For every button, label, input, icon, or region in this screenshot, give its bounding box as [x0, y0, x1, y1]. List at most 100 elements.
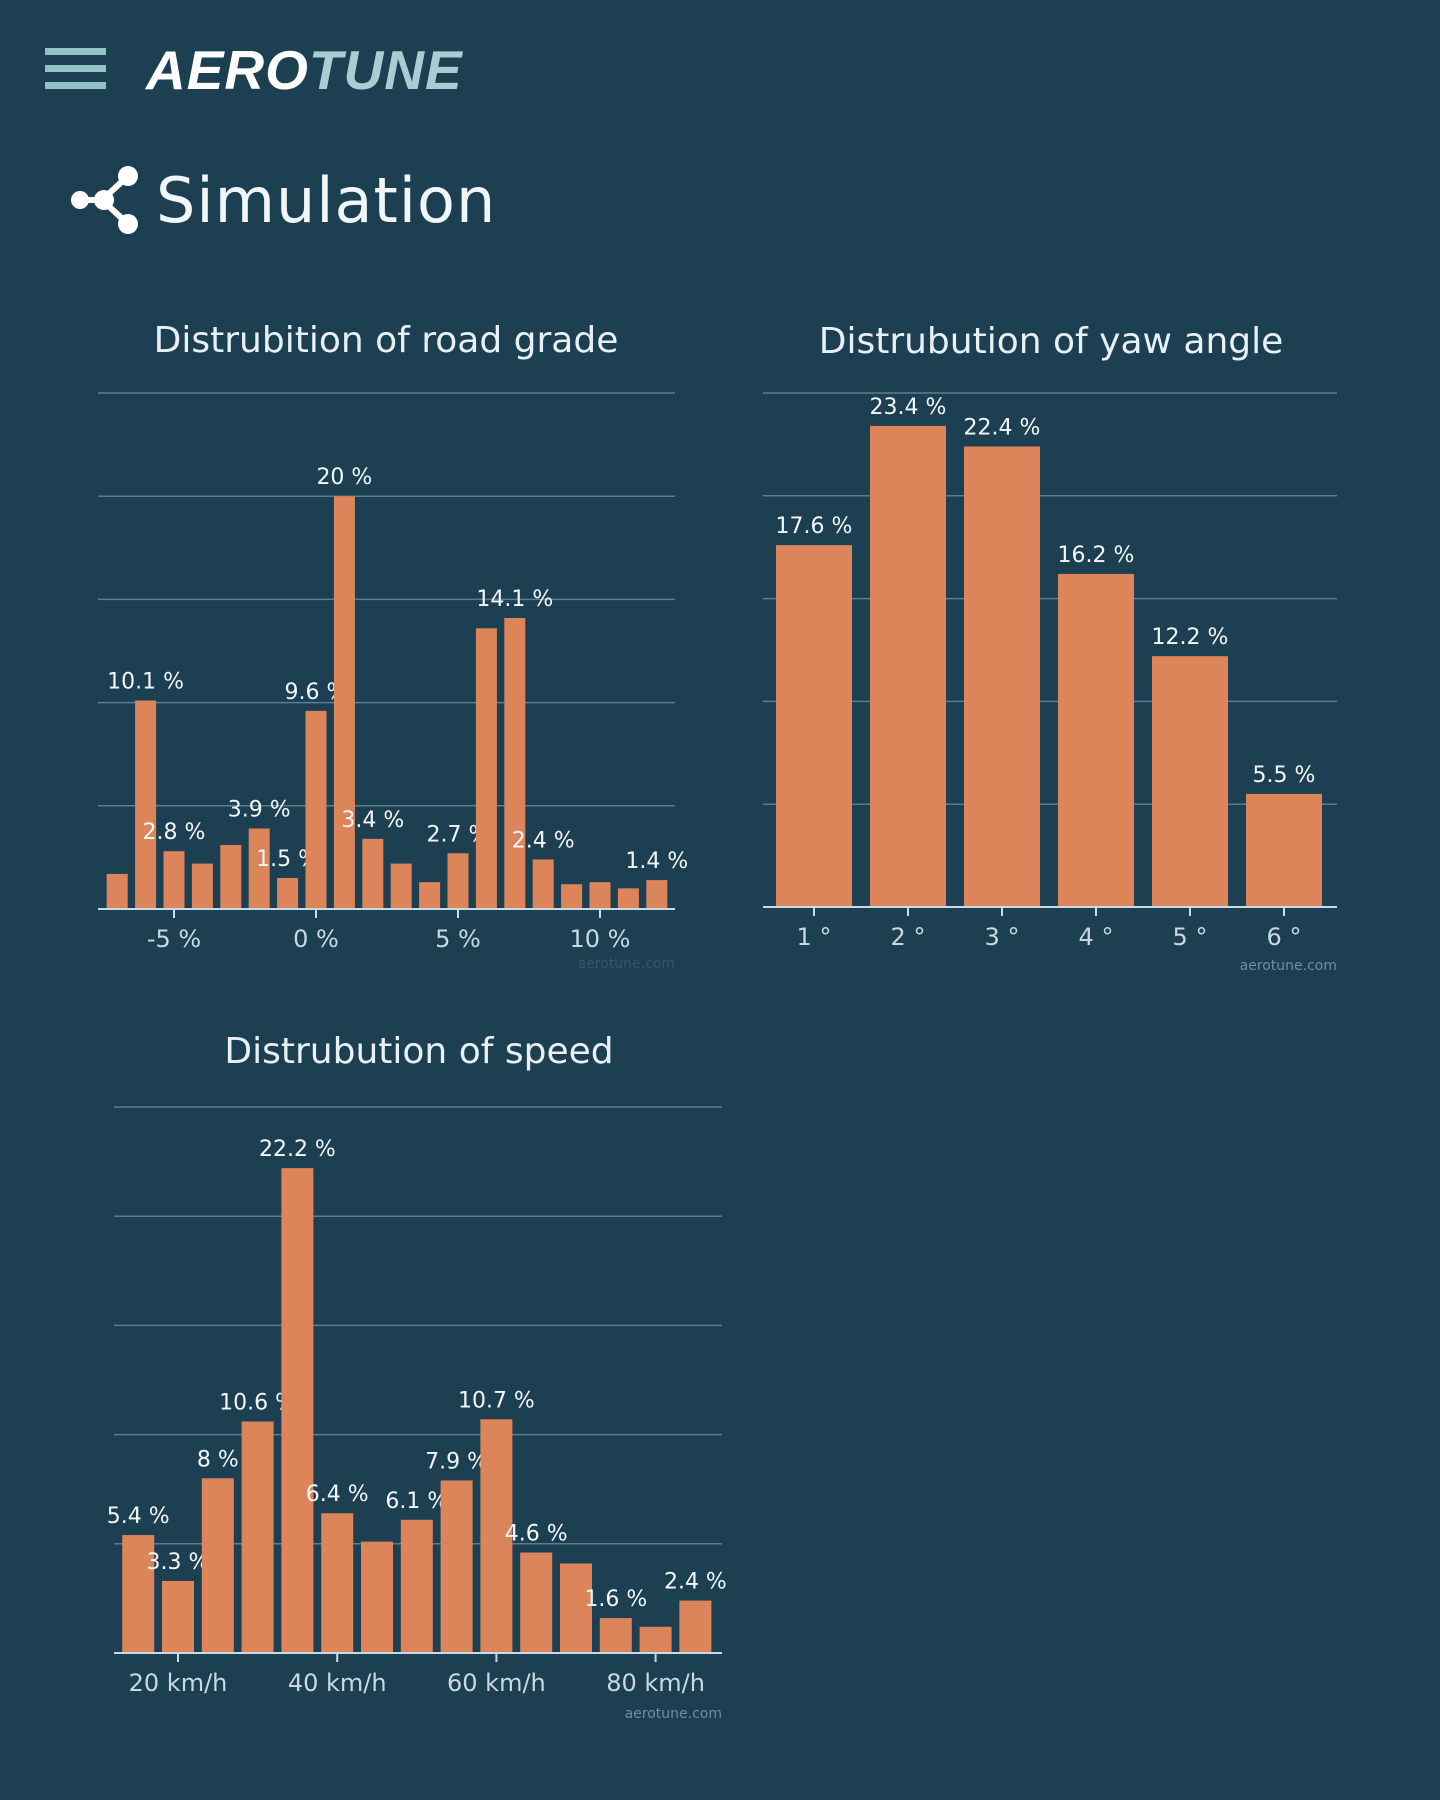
bar [122, 1535, 155, 1653]
data-label: 3.9 % [228, 798, 291, 823]
menu-button[interactable] [45, 48, 106, 90]
bar [333, 496, 355, 909]
x-tick-label: 5 % [435, 925, 481, 953]
bar [1246, 793, 1322, 907]
hamburger-icon-line [45, 48, 106, 55]
bar [241, 1421, 274, 1653]
bar [201, 1478, 234, 1653]
data-label: 20 % [316, 465, 372, 490]
chart-title: Distrubution of speed [224, 1031, 613, 1072]
bar [617, 888, 639, 909]
x-tick-label: 20 km/h [129, 1669, 228, 1697]
bar [776, 545, 852, 907]
x-tick-label: 0 % [293, 925, 339, 953]
data-label: 2.8 % [143, 820, 206, 845]
data-label: 17.6 % [776, 514, 853, 539]
data-label: 2.4 % [512, 828, 575, 853]
bar [504, 617, 526, 909]
bar [419, 882, 441, 909]
data-label: 14.1 % [476, 587, 553, 612]
bar [400, 1519, 433, 1653]
watermark: aerotune.com [625, 1706, 722, 1722]
bar [679, 1600, 712, 1653]
logo-text-tune: TUNE [308, 39, 463, 101]
watermark: aerotune.com [578, 956, 675, 972]
data-label: 1.4 % [625, 849, 688, 874]
bar [305, 710, 327, 909]
bar [646, 880, 668, 909]
x-tick-label: 6 ° [1267, 923, 1302, 951]
data-label: 8 % [197, 1447, 239, 1472]
bar [390, 863, 412, 909]
bar [447, 853, 469, 909]
data-label: 2.4 % [664, 1570, 727, 1595]
x-tick-label: 40 km/h [288, 1669, 387, 1697]
bar [135, 700, 157, 909]
data-label: 6.1 % [385, 1489, 448, 1514]
x-tick-label: 4 ° [1079, 923, 1114, 951]
data-label: 23.4 % [870, 395, 947, 420]
data-label: 5.4 % [107, 1504, 170, 1529]
bar [639, 1626, 672, 1653]
data-label: 10.1 % [107, 670, 184, 695]
data-label: 16.2 % [1058, 543, 1135, 568]
road-grade-chart: Distrubition of road grade 10.1 % 2.8 % 3.9… [98, 320, 688, 972]
bar [520, 1552, 553, 1653]
x-tick-label: -5 % [147, 925, 201, 953]
data-label: 3.3 % [147, 1550, 210, 1575]
bar [163, 851, 185, 909]
data-label: 3.4 % [341, 808, 404, 833]
bar [870, 425, 946, 907]
bar [361, 1541, 393, 1653]
bar [277, 878, 299, 909]
data-label: 22.2 % [259, 1137, 336, 1162]
x-tick-label: 2 ° [891, 923, 926, 951]
page-title: Simulation [70, 160, 496, 240]
x-tick-label: 5 ° [1173, 923, 1208, 951]
x-tick-label: 1 ° [797, 923, 832, 951]
share-nodes-icon [71, 166, 138, 234]
data-label: 12.2 % [1152, 625, 1229, 650]
watermark: aerotune.com [1240, 958, 1337, 974]
bar [106, 873, 128, 909]
bar [599, 1618, 632, 1653]
bar [480, 1419, 513, 1653]
bar [248, 828, 270, 909]
chart-title: Distrubition of road grade [154, 320, 619, 361]
bar [561, 884, 583, 909]
page-title-text: Simulation [156, 163, 497, 237]
yaw-angle-chart: Distrubution of yaw angle 17.6 % 23.4 % 22.… [763, 321, 1337, 974]
bar [362, 838, 384, 909]
x-tick-label: 60 km/h [447, 1669, 546, 1697]
x-tick-label: 3 ° [985, 923, 1020, 951]
data-label: 6.4 % [306, 1482, 369, 1507]
bar [191, 863, 213, 909]
x-tick-label: 80 km/h [606, 1669, 705, 1697]
chart-title: Distrubution of yaw angle [819, 321, 1284, 362]
data-label: 1.6 % [584, 1587, 647, 1612]
bar [440, 1480, 473, 1653]
aerotune-logo[interactable]: AEROTUNE [146, 40, 463, 100]
data-label: 10.7 % [458, 1388, 535, 1413]
data-label: 22.4 % [964, 415, 1041, 440]
bar [1152, 656, 1228, 907]
hamburger-icon-line [45, 65, 106, 72]
hamburger-icon-line [45, 82, 106, 89]
bar [1058, 573, 1134, 907]
bar [964, 446, 1040, 907]
bar [220, 845, 242, 909]
x-tick-label: 10 % [570, 925, 631, 953]
bar [162, 1580, 194, 1653]
data-label: 4.6 % [505, 1522, 568, 1547]
bar [532, 859, 554, 909]
data-label: 7.9 % [425, 1449, 488, 1474]
bar [321, 1513, 354, 1653]
bar [560, 1563, 592, 1653]
logo-text-aero: AERO [146, 39, 309, 101]
bar [281, 1168, 314, 1653]
bar [589, 882, 611, 909]
bar [475, 628, 497, 909]
data-label: 5.5 % [1253, 763, 1316, 788]
